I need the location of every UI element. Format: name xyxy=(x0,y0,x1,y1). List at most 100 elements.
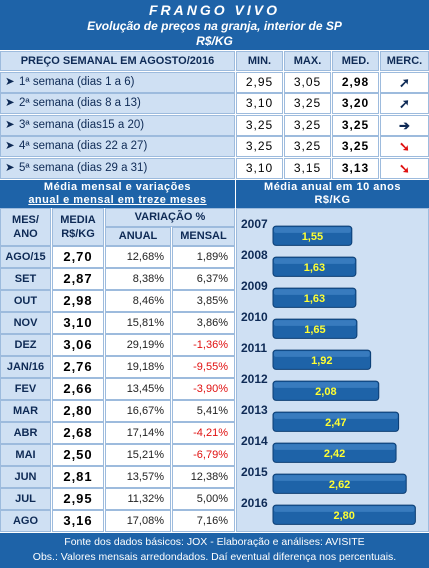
arrow-down-right-icon: ➘ xyxy=(380,157,429,179)
weekly-price-table: PREÇO SEMANAL EM AGOSTO/2016 MIN. MAX. M… xyxy=(0,51,429,179)
chevron-right-icon: ➤ xyxy=(5,76,15,88)
table-row: SET 2,87 8,38% 6,37% xyxy=(0,268,235,290)
table-row: DEZ 3,06 29,19% -1,36% xyxy=(0,334,235,356)
monthly-variation-cell: -9,55% xyxy=(172,356,235,378)
page-title: FRANGO VIVO xyxy=(148,2,280,18)
col-mensal-header: MENSAL xyxy=(172,227,235,246)
col-max-header: MAX. xyxy=(284,51,331,71)
month-cell: AGO/15 xyxy=(0,246,51,268)
arrow-up-right-icon: ➚ xyxy=(380,93,429,115)
annual-variation-cell: 12,68% xyxy=(105,246,171,268)
monthly-variation-cell: -3,90% xyxy=(172,378,235,400)
bar-highlight xyxy=(274,289,355,295)
monthly-title-line1: Média mensal e variações xyxy=(43,181,192,193)
average-price-cell: 2,98 xyxy=(52,290,104,312)
year-label: 2009 xyxy=(241,279,268,293)
chevron-right-icon: ➤ xyxy=(5,161,15,174)
data-label: 2,62 xyxy=(329,479,350,491)
col-media-header: MEDIA R$/KG xyxy=(52,208,104,246)
bar-highlight xyxy=(274,351,370,357)
month-cell: JUN xyxy=(0,466,51,488)
weekly-row-text: 4ª semana (dias 22 a 27) xyxy=(19,140,148,153)
table-row: OUT 2,98 8,46% 3,85% xyxy=(0,290,235,312)
footer-note: Obs.: Valores mensais arredondados. Daí … xyxy=(32,551,397,563)
data-label: 2,80 xyxy=(333,510,354,522)
bar-highlight xyxy=(274,227,351,233)
data-label: 2,42 xyxy=(324,448,345,460)
bar-highlight xyxy=(274,320,356,326)
arrow-down-right-icon: ➘ xyxy=(380,136,429,158)
annual-chart-panel: Média anual em 10 anos R$/KG 2007 1,55 200… xyxy=(236,180,429,532)
page-footer: Fonte dos dados básicos: JOX - Elaboraçã… xyxy=(0,533,429,568)
bar-highlight xyxy=(274,258,355,264)
table-row: FEV 2,66 13,45% -3,90% xyxy=(0,378,235,400)
table-row: JUL 2,95 11,32% 5,00% xyxy=(0,488,235,510)
page-subtitle: Evolução de preços na granja, interior d… xyxy=(87,19,342,33)
col-variacao-header: VARIAÇÃO % xyxy=(105,208,235,227)
weekly-row: ➤ 3ª semana (dias15 a 20) 3,25 3,25 3,25 ➔ xyxy=(0,114,429,136)
data-label: 2,08 xyxy=(315,386,336,398)
annual-variation-cell: 19,18% xyxy=(105,356,171,378)
monthly-variation-cell: -6,79% xyxy=(172,444,235,466)
average-price-cell: 3,06 xyxy=(52,334,104,356)
average-price-cell: 2,80 xyxy=(52,400,104,422)
arrow-right-icon: ➔ xyxy=(380,114,429,136)
weekly-row-label: ➤ 3ª semana (dias15 a 20) xyxy=(0,114,235,136)
weekly-max: 3,15 xyxy=(284,157,331,179)
year-label: 2012 xyxy=(241,372,268,386)
bar-highlight xyxy=(274,382,378,388)
weekly-med: 3,13 xyxy=(332,157,379,179)
arrow-up-right-icon: ➚ xyxy=(380,72,429,93)
weekly-row-label: ➤ 5ª semana (dias 29 a 31) xyxy=(0,157,235,179)
average-price-cell: 2,70 xyxy=(52,246,104,268)
annual-title-line1: Média anual em 10 anos xyxy=(264,181,401,193)
average-price-cell: 2,87 xyxy=(52,268,104,290)
monthly-title-line2: anual e mensal em treze meses xyxy=(28,194,207,206)
annual-variation-cell: 16,67% xyxy=(105,400,171,422)
month-cell: DEZ xyxy=(0,334,51,356)
annual-variation-cell: 11,32% xyxy=(105,488,171,510)
data-label: 1,92 xyxy=(311,355,332,367)
annual-variation-cell: 8,38% xyxy=(105,268,171,290)
year-label: 2014 xyxy=(241,434,268,448)
annual-bar-chart: 2007 1,55 2008 1,63 2009 1,63 2010 1,65 2011 1,92… xyxy=(241,217,416,525)
annual-variation-cell: 13,57% xyxy=(105,466,171,488)
table-row: JUN 2,81 13,57% 12,38% xyxy=(0,466,235,488)
average-price-cell: 2,50 xyxy=(52,444,104,466)
table-row: JAN/16 2,76 19,18% -9,55% xyxy=(0,356,235,378)
data-label: 1,65 xyxy=(304,324,325,336)
chevron-right-icon: ➤ xyxy=(5,140,15,153)
year-label: 2013 xyxy=(241,403,268,417)
monthly-variation-cell: 12,38% xyxy=(172,466,235,488)
year-label: 2015 xyxy=(241,465,268,479)
weekly-row-label: ➤ 2ª semana (dias 8 a 13) xyxy=(0,93,235,115)
annual-variation-cell: 17,14% xyxy=(105,422,171,444)
month-cell: ABR xyxy=(0,422,51,444)
monthly-variation-cell: 7,16% xyxy=(172,510,235,532)
table-row: MAR 2,80 16,67% 5,41% xyxy=(0,400,235,422)
weekly-med: 3,20 xyxy=(332,93,379,115)
month-cell: MAI xyxy=(0,444,51,466)
weekly-row-text: 2ª semana (dias 8 a 13) xyxy=(19,97,141,110)
average-price-cell: 2,81 xyxy=(52,466,104,488)
year-label: 2008 xyxy=(241,248,268,262)
year-label: 2011 xyxy=(241,341,267,355)
average-price-cell: 3,10 xyxy=(52,312,104,334)
col-min-header: MIN. xyxy=(236,51,283,71)
weekly-row-text: 1ª semana (dias 1 a 6) xyxy=(19,76,135,88)
monthly-variation-cell: -4,21% xyxy=(172,422,235,444)
weekly-max: 3,05 xyxy=(284,72,331,93)
bar-highlight xyxy=(274,475,406,481)
weekly-med: 2,98 xyxy=(332,72,379,93)
monthly-title: Média mensal e variações anual e mensal … xyxy=(0,180,235,208)
year-label: 2016 xyxy=(241,496,268,510)
monthly-variation-cell: 3,85% xyxy=(172,290,235,312)
average-price-cell: 2,95 xyxy=(52,488,104,510)
month-cell: NOV xyxy=(0,312,51,334)
weekly-med: 3,25 xyxy=(332,136,379,158)
col-merc-header: MERC. xyxy=(380,51,429,71)
weekly-min: 3,10 xyxy=(236,157,283,179)
weekly-max: 3,25 xyxy=(284,93,331,115)
weekly-min: 3,10 xyxy=(236,93,283,115)
weekly-min: 2,95 xyxy=(236,72,283,93)
